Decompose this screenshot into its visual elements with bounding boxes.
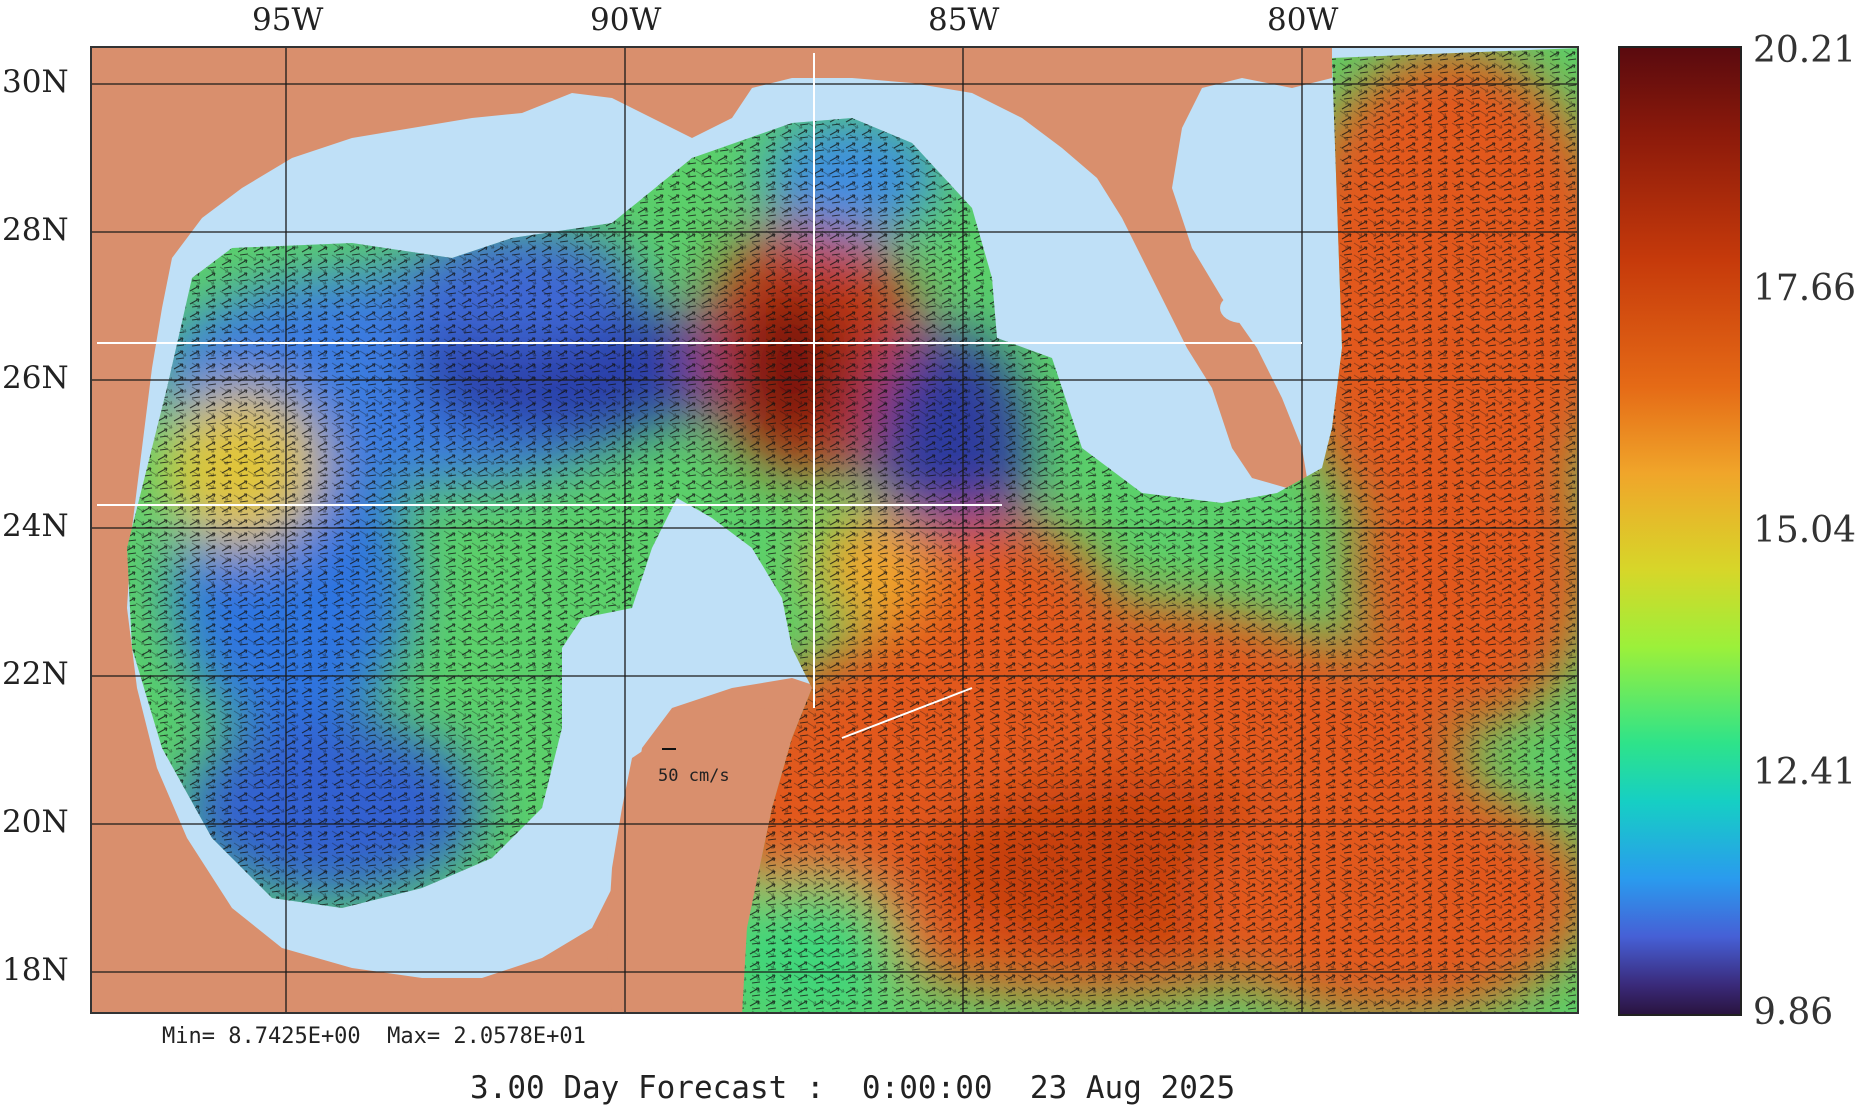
colorbar-label-2: 17.66 xyxy=(1753,268,1857,309)
map-canvas: 50 cm/s xyxy=(92,48,1577,1012)
lon-label-90w: 90W xyxy=(590,2,662,38)
section-lines xyxy=(97,53,1302,739)
scale-label: 50 cm/s xyxy=(658,766,730,786)
colorbar-label-max: 20.21 xyxy=(1753,30,1857,71)
ocean-current-map: 50 cm/s xyxy=(90,46,1579,1014)
lat-label-22n: 22N xyxy=(2,656,69,692)
lon-label-80w: 80W xyxy=(1267,2,1339,38)
colorbar xyxy=(1618,46,1742,1016)
lat-label-24n: 24N xyxy=(2,508,69,544)
lat-label-26n: 26N xyxy=(2,360,69,396)
min-max-readout: Min= 8.7425E+00 Max= 2.0578E+01 xyxy=(162,1024,586,1049)
lat-label-20n: 20N xyxy=(2,804,69,840)
colorbar-label-4: 12.41 xyxy=(1753,752,1857,793)
lon-label-85w: 85W xyxy=(928,2,1000,38)
lat-label-18n: 18N xyxy=(2,952,69,988)
colorbar-label-min: 9.86 xyxy=(1753,992,1834,1033)
lat-label-28n: 28N xyxy=(2,212,69,248)
graticule xyxy=(92,48,1577,1012)
data-field xyxy=(127,48,1577,1012)
forecast-caption: 3.00 Day Forecast : 0:00:00 23 Aug 2025 xyxy=(470,1070,1236,1106)
lon-label-95w: 95W xyxy=(252,2,324,38)
lat-label-30n: 30N xyxy=(2,64,69,100)
colorbar-label-3: 15.04 xyxy=(1753,510,1857,551)
lake-okeechobee xyxy=(1220,293,1264,323)
